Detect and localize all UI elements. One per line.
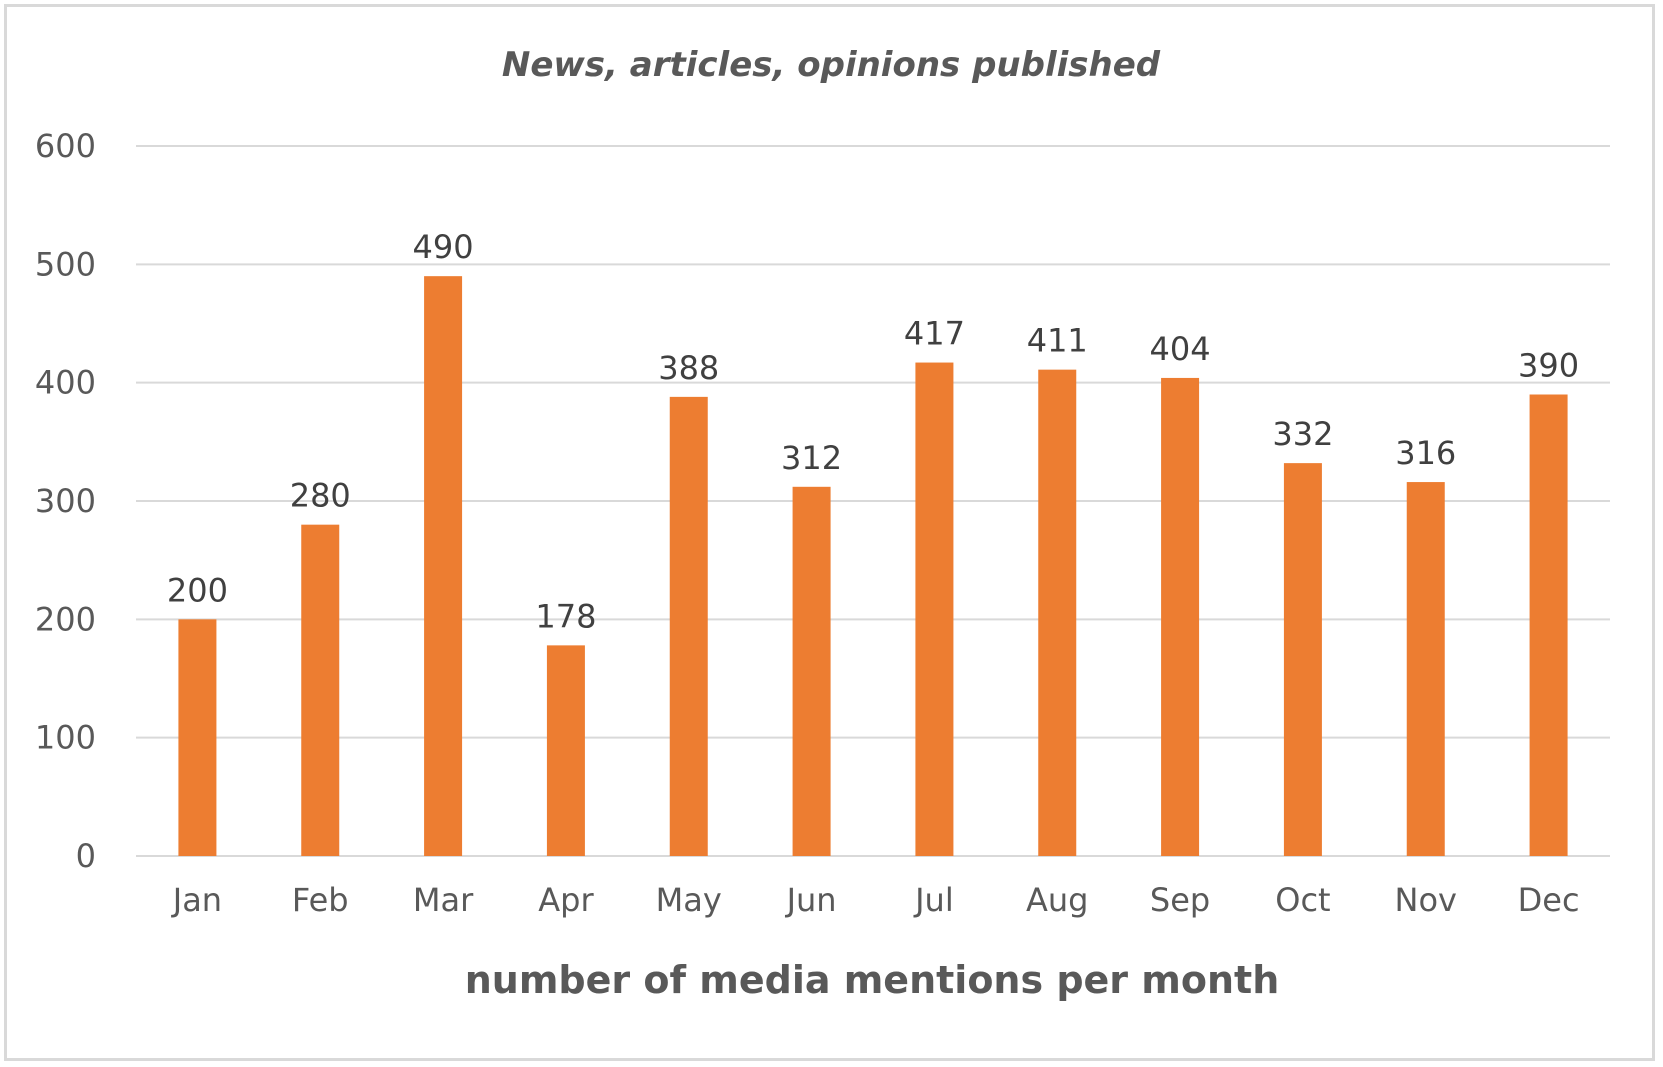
bar-oct [1283,463,1322,856]
data-label-jan: 200 [167,571,228,609]
bar-mar [424,276,463,857]
bar-jul [915,362,954,856]
x-tick-label-nov: Nov [1395,881,1457,919]
data-label-oct: 332 [1272,415,1333,453]
chart-title: News, articles, opinions published [502,45,1161,85]
bar-feb [301,524,340,856]
y-tick-label: 300 [35,482,96,520]
y-tick-label: 400 [35,364,96,402]
data-labels: 200 280 490 178 388 312 417 411 404 332 316 390 [167,228,1579,635]
y-tick-label: 0 [76,837,96,875]
bar-aug [1038,369,1077,856]
data-label-apr: 178 [535,597,596,635]
gridlines [136,145,1610,857]
x-tick-label-mar: Mar [413,881,474,919]
y-tick-label: 100 [35,719,96,757]
bar-jan [178,619,217,856]
data-label-may: 388 [658,349,719,387]
data-label-aug: 411 [1027,322,1088,360]
x-tick-label-apr: Apr [538,881,594,919]
x-tick-label-oct: Oct [1275,881,1330,919]
data-label-dec: 390 [1518,347,1579,385]
y-tick-label: 200 [35,600,96,638]
data-label-jul: 417 [904,315,965,353]
x-tick-label-sep: Sep [1150,881,1210,919]
bars [178,276,1568,857]
y-axis-ticks: 0 100 200 300 400 500 600 [35,127,96,875]
x-tick-label-aug: Aug [1026,881,1088,919]
x-tick-label-feb: Feb [292,881,349,919]
bar-jun [792,486,831,856]
bar-apr [546,645,585,856]
x-tick-label-jan: Jan [171,881,222,919]
bar-may [669,396,708,856]
y-tick-label: 500 [35,245,96,283]
data-label-mar: 490 [413,228,474,266]
x-tick-label-dec: Dec [1518,881,1580,919]
y-tick-label: 600 [35,127,96,165]
bar-dec [1529,394,1568,856]
x-tick-label-jul: Jul [913,881,954,919]
bar-sep [1161,377,1200,856]
bar-nov [1406,482,1445,856]
data-label-sep: 404 [1150,330,1211,368]
data-label-jun: 312 [781,439,842,477]
x-axis-title: number of media mentions per month [465,958,1280,1002]
x-axis-ticks: Jan Feb Mar Apr May Jun Jul Aug Sep Oct Nov Dec [171,881,1580,919]
data-label-feb: 280 [290,477,351,515]
data-label-nov: 316 [1395,434,1456,472]
x-tick-label-jun: Jun [785,881,837,919]
x-tick-label-may: May [656,881,722,919]
